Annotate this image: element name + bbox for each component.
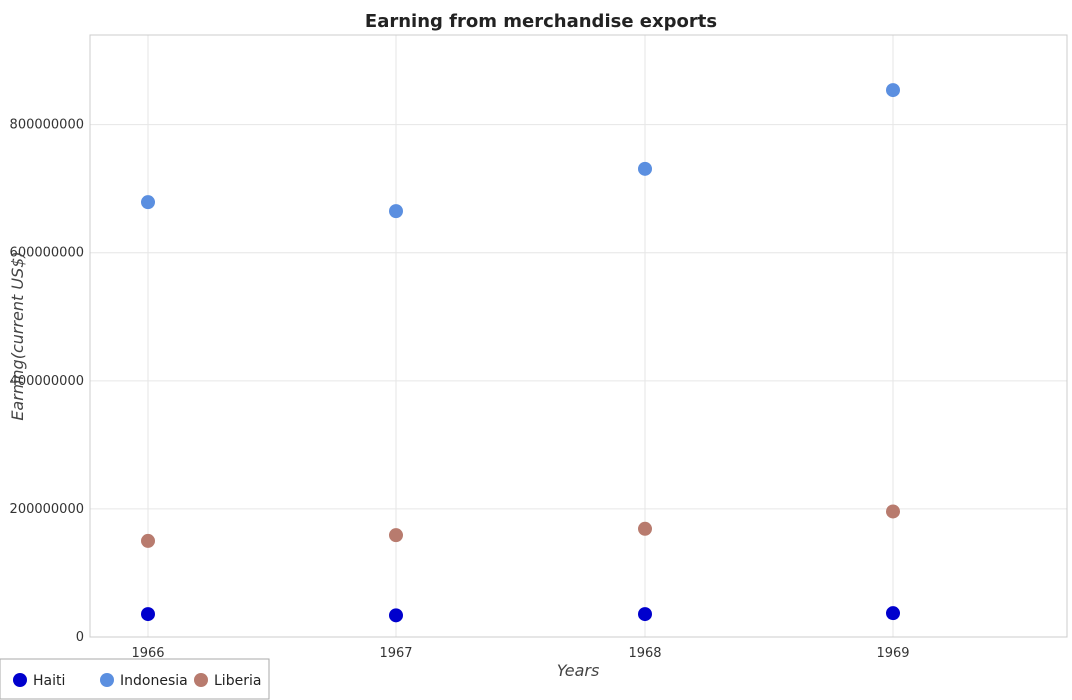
point-indonesia [141, 195, 155, 210]
legend-marker-haiti [13, 673, 27, 687]
legend-marker-indonesia [100, 673, 114, 687]
point-indonesia [638, 161, 652, 176]
plot-frame [89, 34, 1068, 638]
y-axis-label: Earning(current US$) [8, 251, 27, 420]
point-haiti [389, 608, 403, 623]
point-indonesia [389, 204, 403, 219]
x-axis-ticks: 1966 1967 1968 1969 [131, 646, 909, 661]
grid [90, 35, 1067, 638]
point-liberia [389, 528, 403, 543]
legend: Haiti Indonesia Liberia [0, 658, 270, 700]
y-tick-label: 800000000 [10, 118, 84, 133]
x-tick-label: 1967 [379, 646, 412, 661]
point-liberia [886, 504, 900, 519]
legend-label-liberia: Liberia [214, 673, 261, 689]
x-tick-label: 1966 [131, 646, 164, 661]
point-liberia [638, 521, 652, 536]
point-indonesia [886, 83, 900, 98]
y-tick-label: 200000000 [10, 502, 84, 517]
chart-title: Earning from merchandise exports [365, 11, 717, 32]
point-haiti [886, 606, 900, 621]
y-tick-label: 400000000 [10, 374, 84, 389]
legend-marker-liberia [194, 673, 208, 687]
point-haiti [141, 607, 155, 622]
x-tick-label: 1968 [628, 646, 661, 661]
x-tick-label: 1969 [876, 646, 909, 661]
y-tick-label: 600000000 [10, 246, 84, 261]
legend-label-indonesia: Indonesia [120, 673, 188, 689]
y-axis-ticks: 0 200000000 400000000 600000000 800000000 [10, 118, 84, 645]
y-tick-label: 0 [76, 630, 84, 645]
legend-box [0, 658, 270, 700]
data-points [141, 83, 900, 623]
point-liberia [141, 533, 155, 548]
legend-label-haiti: Haiti [33, 673, 65, 689]
x-axis-label: Years [557, 661, 600, 680]
point-haiti [638, 607, 652, 622]
